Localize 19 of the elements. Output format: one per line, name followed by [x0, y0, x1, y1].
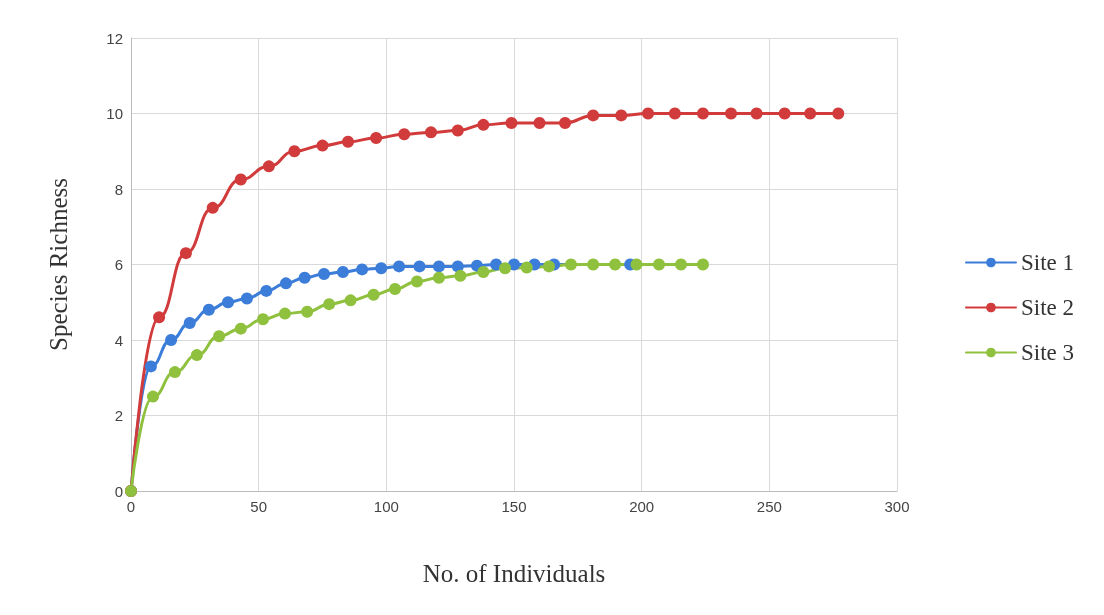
- x-tick-label: 250: [756, 498, 782, 515]
- x-tick-label: 100: [373, 498, 399, 515]
- legend-label: Site 3: [1020, 340, 1074, 365]
- x-tick-label: 0: [126, 498, 136, 515]
- y-tick-label: 0: [114, 482, 123, 500]
- x-tick-label: 150: [501, 498, 527, 515]
- x-axis-title: No. of Individuals: [422, 560, 606, 587]
- x-tick-label: 300: [884, 498, 910, 515]
- x-tick-label: 200: [629, 498, 655, 515]
- y-tick-label: 2: [114, 407, 123, 424]
- legend-label: Site 2: [1020, 295, 1074, 320]
- y-tick-label: 10: [106, 105, 123, 122]
- x-tick-label: 50: [250, 498, 268, 515]
- y-tick-label: 6: [114, 256, 123, 273]
- y-tick-label: 4: [114, 331, 123, 349]
- legend-label: Site 1: [1020, 250, 1074, 275]
- y-axis-title: Species Richness: [45, 178, 72, 351]
- y-tick-label: 8: [114, 180, 123, 198]
- y-tick-label: 12: [106, 29, 123, 47]
